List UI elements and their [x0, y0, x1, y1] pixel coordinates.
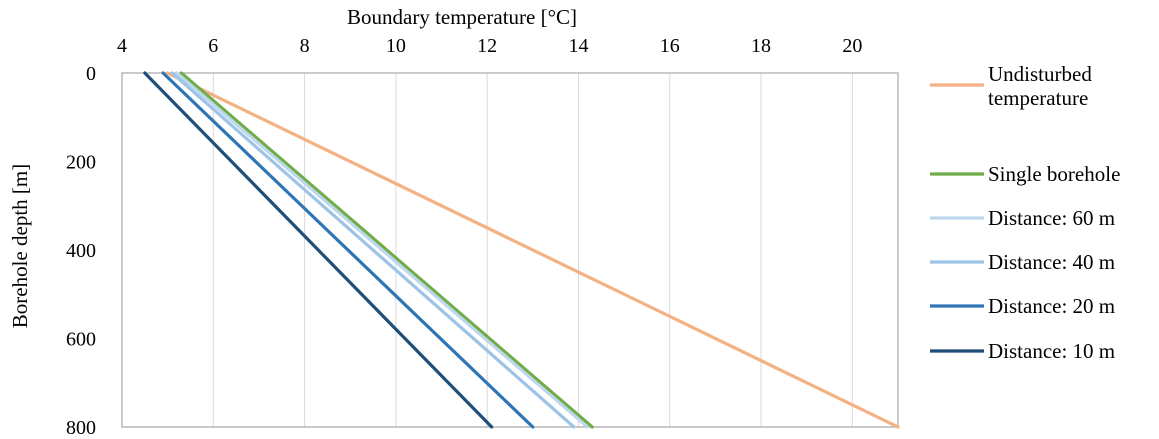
x-tick-label: 6 [208, 35, 218, 57]
x-tick-label: 16 [660, 35, 680, 57]
y-tick-label: 400 [66, 240, 96, 262]
x-tick-label: 10 [386, 35, 406, 57]
legend-label-3: Distance: 40 m [988, 250, 1115, 274]
legend-label-5: Distance: 10 m [988, 339, 1115, 363]
x-tick-label: 18 [751, 35, 771, 57]
legend-label-4: Distance: 20 m [988, 294, 1115, 318]
x-tick-labels: 4 6 8 10 12 14 16 18 20 [117, 35, 862, 57]
legend-label-0: temperature [988, 86, 1088, 110]
legend-label-2: Distance: 60 m [988, 206, 1115, 230]
y-tick-label: 600 [66, 329, 96, 351]
x-tick-label: 8 [300, 35, 310, 57]
series-line-0 [166, 71, 900, 429]
gridlines [212, 73, 853, 427]
series-lines [143, 71, 900, 429]
x-tick-label: 14 [568, 35, 588, 57]
series-line-2 [175, 71, 590, 429]
legend-label-1: Single borehole [988, 162, 1120, 186]
series-line-5 [143, 71, 494, 429]
x-axis-title: Boundary temperature [°C] [347, 5, 577, 29]
series-line-1 [179, 71, 594, 429]
y-axis-title: Borehole depth [m] [8, 164, 32, 328]
x-tick-label: 12 [477, 35, 497, 57]
plot-frame [121, 72, 899, 428]
legend-label-0: Undisturbed [988, 62, 1092, 86]
series-line-3 [170, 71, 576, 429]
y-tick-labels: 0 200 400 600 800 [66, 63, 96, 439]
x-tick-label: 20 [842, 35, 862, 57]
y-tick-label: 0 [86, 63, 96, 85]
x-tick-label: 4 [117, 35, 127, 57]
y-tick-label: 200 [66, 152, 96, 174]
y-tick-label: 800 [66, 417, 96, 439]
series-line-4 [161, 71, 535, 429]
